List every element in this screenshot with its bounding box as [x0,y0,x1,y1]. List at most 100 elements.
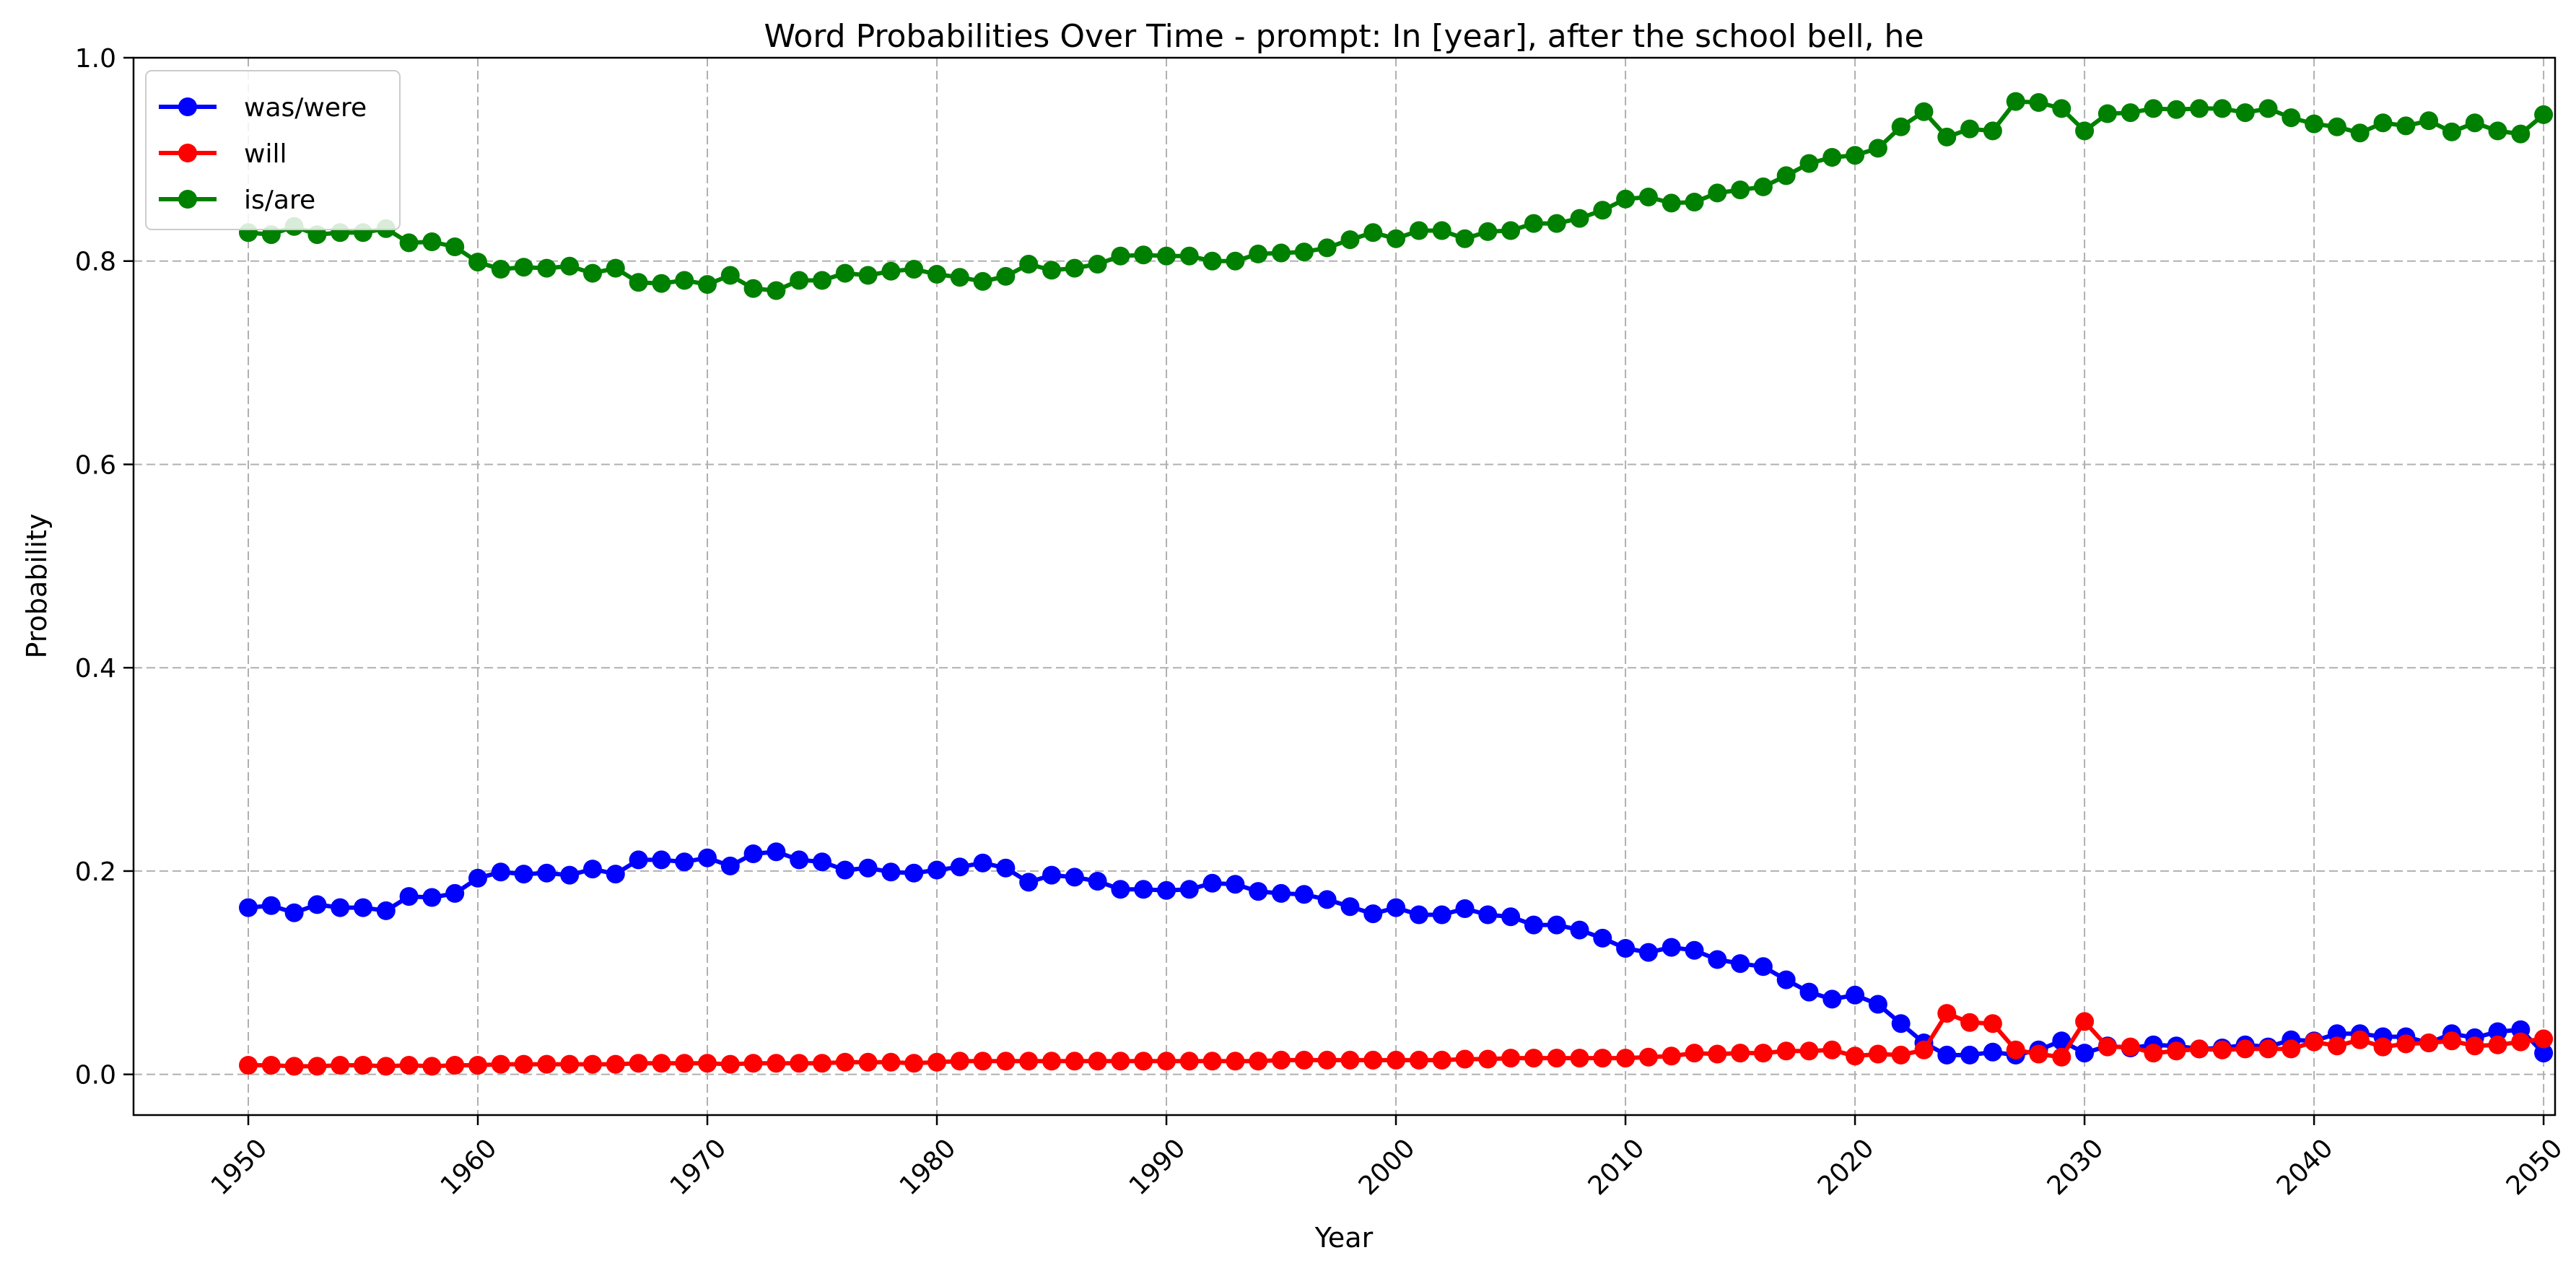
data-point [1478,222,1498,241]
data-point [973,853,992,873]
data-point [1960,1045,1980,1065]
data-point [1272,1050,1291,1070]
data-point [1409,905,1428,925]
data-point [583,860,602,879]
data-point [2534,1029,2554,1049]
data-point [743,844,763,863]
data-point [1065,258,1084,278]
data-point [996,1052,1016,1071]
data-point [1387,1050,1406,1070]
data-point [1799,1041,1819,1061]
data-point [2511,124,2531,144]
data-point [537,863,556,883]
data-point [2488,1035,2507,1054]
data-point [813,852,831,872]
data-point [1157,1052,1176,1071]
data-point [1846,985,1865,1005]
data-point [1340,230,1360,250]
data-point [2396,116,2416,136]
data-point [1157,246,1176,266]
data-point [1226,251,1245,271]
data-point [1019,1052,1039,1071]
data-point [606,865,625,884]
data-point [2167,100,2186,119]
data-point [2442,1031,2461,1051]
data-point [904,863,924,883]
data-point [1914,102,1934,121]
data-point [354,1056,372,1075]
data-point [1202,251,1222,271]
data-point [2396,1034,2416,1054]
data-point [1708,950,1727,969]
data-point [1960,119,1980,139]
data-point [514,865,533,884]
data-point [1501,1049,1521,1068]
data-point [2419,111,2439,131]
data-point [767,842,786,862]
data-point [927,265,946,284]
data-point [2373,1037,2393,1057]
data-point [1638,188,1658,206]
data-point [468,253,487,272]
data-point [835,1052,855,1072]
data-point [1179,880,1199,899]
data-point [1753,1044,1773,1063]
data-point [1455,229,1475,248]
data-point [1960,1013,1980,1032]
data-point [1822,989,1842,1009]
data-point [2488,1022,2507,1041]
data-point [2305,114,2324,134]
data-point [1593,928,1612,948]
data-point [1249,244,1268,263]
data-point [1157,880,1176,900]
data-point [2075,1044,2095,1063]
data-point [675,271,694,290]
data-point [399,887,419,906]
data-point [422,232,442,251]
data-point [445,1056,465,1075]
data-point [307,895,327,914]
data-point [1387,898,1406,917]
data-point [881,261,901,281]
data-point [514,258,533,277]
data-point [2511,1032,2531,1052]
data-point [1202,873,1222,893]
data-point [2052,1031,2071,1051]
data-point [1455,899,1475,918]
data-point [1846,146,1865,165]
data-point [2442,122,2461,141]
data-point [767,1054,786,1073]
data-point [261,1056,281,1075]
data-point [1249,882,1268,901]
data-point [1134,245,1153,265]
data-point [537,1054,556,1074]
data-point [835,263,855,283]
data-point [2144,99,2163,118]
data-point [675,852,694,872]
data-point [2350,1030,2370,1049]
data-point [1547,1049,1566,1068]
data-point [2121,1037,2140,1057]
data-point [1179,246,1199,266]
data-point [1317,890,1337,909]
data-point [1088,255,1107,274]
data-point [2488,121,2507,141]
data-point [1822,148,1842,167]
data-point [1088,872,1107,891]
data-point [1524,1049,1543,1068]
data-point [1846,1046,1865,1066]
data-point [1478,1049,1498,1069]
data-point [2465,1036,2484,1056]
data-point [881,862,901,882]
data-point [284,903,304,922]
data-point [858,266,878,285]
data-point [2075,1012,2095,1031]
data-point [973,1052,992,1071]
data-point [1042,1052,1061,1071]
data-point [813,1054,831,1073]
data-point [1937,127,1957,147]
data-point [1501,221,1521,240]
data-point [1340,897,1360,917]
data-point [1662,938,1681,957]
